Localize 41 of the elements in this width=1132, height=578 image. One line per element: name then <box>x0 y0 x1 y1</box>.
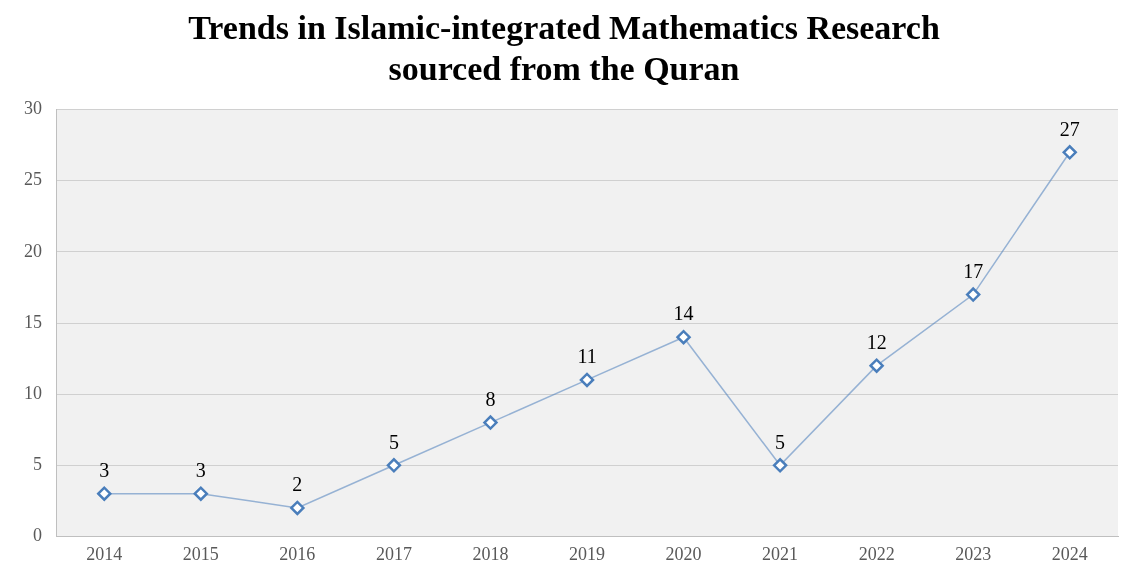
y-tick-label: 25 <box>24 169 42 190</box>
point <box>483 415 498 430</box>
x-tick-label: 2023 <box>955 543 992 564</box>
data-label: 2 <box>292 473 303 496</box>
data-label: 5 <box>388 430 399 453</box>
y-tick-label: 15 <box>24 311 42 332</box>
x-tick-label: 2015 <box>182 543 219 564</box>
data-label: 5 <box>775 430 786 453</box>
x-tick-label: 2017 <box>375 543 412 564</box>
x-tick-label: 2014 <box>86 543 123 564</box>
data-label: 3 <box>99 458 110 481</box>
point <box>386 458 402 473</box>
y-tick-label: 20 <box>24 240 42 261</box>
point <box>676 329 691 345</box>
data-label: 11 <box>577 345 597 368</box>
point <box>965 287 981 302</box>
y-tick-label: 5 <box>33 454 42 474</box>
point <box>772 458 788 473</box>
data-label: 17 <box>963 259 984 282</box>
y-tick-label: 30 <box>24 98 42 119</box>
point <box>1062 145 1077 160</box>
data-label: 3 <box>195 458 206 481</box>
x-tick-label: 2021 <box>762 543 799 564</box>
y-tick-label: 10 <box>24 382 42 403</box>
point <box>290 500 305 516</box>
data-label: 12 <box>866 330 887 353</box>
y-tick-label: 0 <box>33 525 42 546</box>
x-tick-label: 2024 <box>1051 543 1088 564</box>
point <box>193 486 209 501</box>
point <box>869 358 884 373</box>
point <box>97 486 112 501</box>
x-tick-label: 2020 <box>665 543 702 564</box>
data-label: 14 <box>673 302 694 325</box>
data-label: 8 <box>485 387 496 410</box>
data-label: 27 <box>1059 117 1080 140</box>
x-tick-label: 2022 <box>858 543 895 564</box>
x-tick-label: 2016 <box>279 543 316 564</box>
point <box>579 372 595 388</box>
x-tick-label: 2018 <box>472 543 509 564</box>
x-tick-label: 2019 <box>569 543 605 564</box>
chart-title: Trends in Islamic-integrated Mathematics Research sourced from the Quran <box>188 9 940 87</box>
